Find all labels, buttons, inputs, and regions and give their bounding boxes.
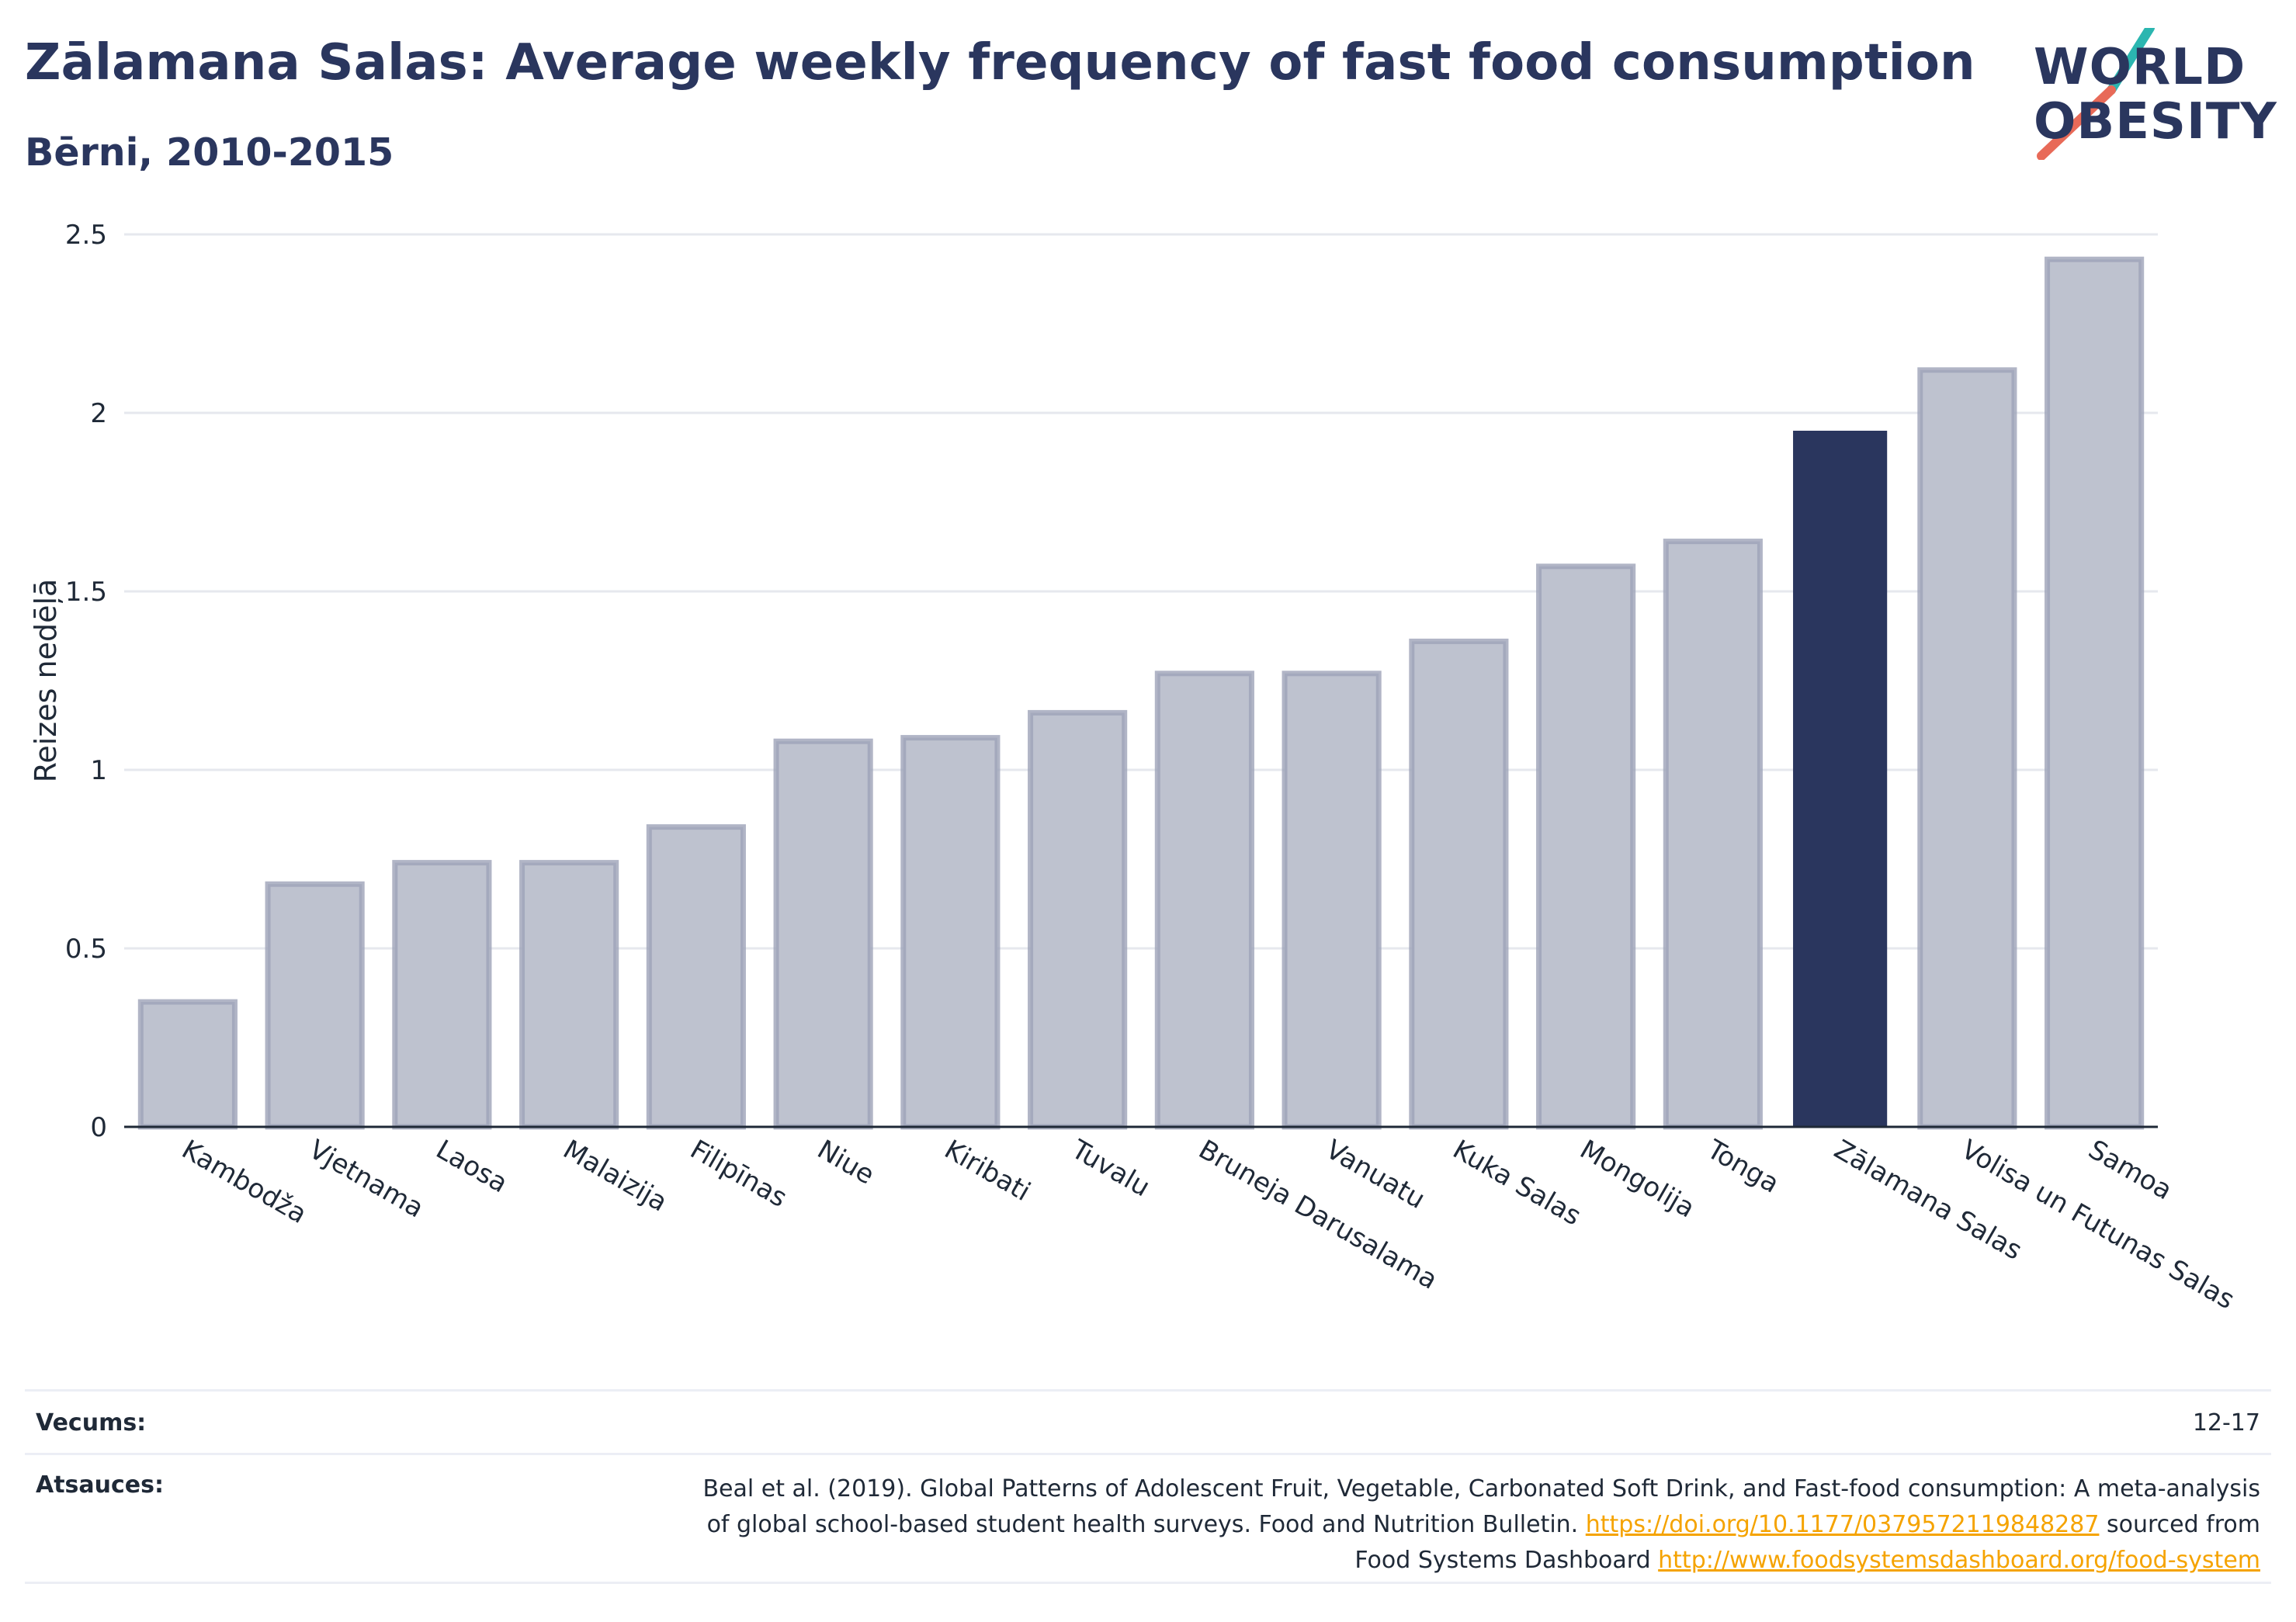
y-tick-label: 0 [90, 1112, 107, 1143]
x-tick-label: Samoa [2083, 1134, 2177, 1206]
sources-line-1: Beal et al. (2019). Global Patterns of A… [702, 1475, 2260, 1502]
x-tick-label: Filipīnas [685, 1134, 792, 1214]
bar [1282, 671, 1382, 1130]
x-tick-label: Bruneja Darusalama [1193, 1134, 1442, 1296]
chart-title: Zālamana Salas: Average weekly frequency… [25, 34, 1975, 92]
bar [137, 999, 238, 1130]
world-obesity-logo: WORLD OBESITY [2018, 28, 2282, 160]
bar [773, 738, 873, 1130]
logo-word-world: WORLD [2034, 39, 2246, 96]
footer-divider-top [25, 1389, 2271, 1392]
sources-text: Beal et al. (2019). Global Patterns of A… [630, 1471, 2260, 1579]
logo-word-obesity: OBESITY [2034, 93, 2277, 151]
dashboard-link[interactable]: http://www.foodsystemsdashboard.org/food… [1658, 1547, 2260, 1574]
y-axis-title: Reizes nedēļā [29, 579, 63, 783]
sources-line-2: of global school-based student health su… [630, 1507, 2260, 1543]
x-tick-label: Kambodža [176, 1134, 311, 1230]
sources-label: Atsauces: [36, 1471, 164, 1499]
chart-subtitle: Bērni, 2010-2015 [25, 130, 394, 175]
bar [392, 860, 492, 1130]
age-label: Vecums: [36, 1409, 147, 1437]
bar [1917, 367, 2017, 1130]
bar [1536, 563, 1636, 1130]
footer-divider-bottom [25, 1582, 2271, 1584]
x-tick-label: Malaizija [558, 1134, 673, 1218]
x-tick-label: Kuka Salas [1448, 1134, 1587, 1232]
bar-chart: 0 0.5 1 1.5 2 2.5 Reizes nedēļā KambodžaVjetnam… [29, 220, 2239, 1315]
y-tick-label: 0.5 [65, 934, 107, 965]
bar [265, 881, 365, 1130]
x-tick-label: Tuvalu [1066, 1134, 1155, 1204]
age-value: 12-17 [2192, 1409, 2260, 1437]
logo-slash-icon [2037, 28, 2155, 160]
y-tick-label: 1 [90, 755, 107, 786]
bar [519, 860, 619, 1130]
bar [900, 735, 1001, 1130]
footer-divider-middle [25, 1453, 2271, 1455]
bar [1663, 539, 1763, 1130]
x-tick-label: Laosa [431, 1134, 513, 1199]
x-tick-label: Kiribati [939, 1134, 1035, 1208]
x-tick-label: Tonga [1701, 1134, 1784, 1200]
x-tick-label: Niue [812, 1134, 879, 1191]
sources-line-2-tail: sourced from [2099, 1511, 2260, 1538]
y-tick-label: 1.5 [65, 577, 107, 608]
bar [1409, 638, 1509, 1130]
x-tick-label: Mongolija [1575, 1134, 1700, 1224]
bar [646, 824, 746, 1130]
x-tick-label: Vanuatu [1320, 1134, 1430, 1215]
x-tick-label: Vjetnama [303, 1134, 428, 1224]
bar [1793, 431, 1888, 1127]
sources-line-2-text: of global school-based student health su… [706, 1511, 1586, 1538]
sources-line-3: Food Systems Dashboard http://www.foodsy… [630, 1543, 2260, 1579]
y-tick-label: 2.5 [65, 220, 107, 251]
bar [1028, 709, 1128, 1130]
bar [1154, 671, 1254, 1130]
sources-line-3-text: Food Systems Dashboard [1354, 1547, 1659, 1574]
y-tick-label: 2 [90, 398, 107, 429]
doi-link[interactable]: https://doi.org/10.1177/0379572119848287 [1585, 1511, 2100, 1538]
bar [2045, 256, 2145, 1130]
